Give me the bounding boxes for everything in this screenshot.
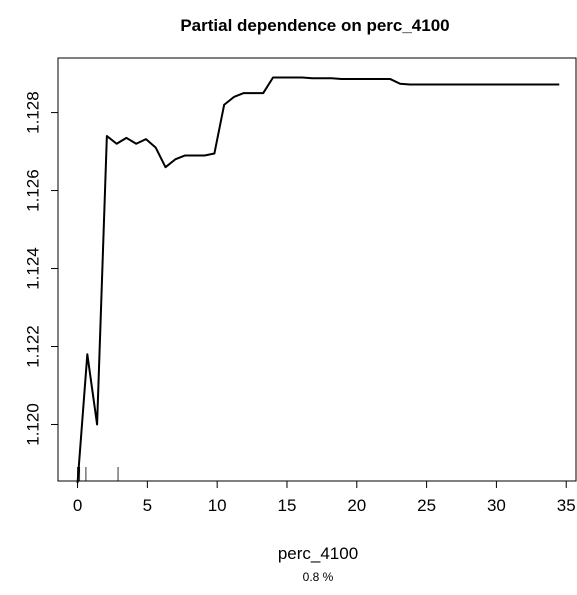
x-tick-label: 20 [347,496,366,515]
x-tick-label: 35 [557,496,576,515]
series-layer [76,76,560,484]
x-axis-subtitle: 0.8 % [303,570,334,584]
x-axis-label: perc_4100 [278,544,358,563]
y-tick-label: 1.126 [23,169,42,212]
x-tick-label: 15 [278,496,297,515]
x-axis: 0 5 10 15 20 25 30 35 [73,480,576,515]
x-tick-label: 0 [73,496,82,515]
partial-dependence-line [76,76,560,484]
x-tick-label: 25 [417,496,436,515]
x-tick-label: 10 [208,496,227,515]
plot-frame [57,57,577,482]
y-tick-label: 1.124 [23,247,42,290]
x-tick-label: 30 [487,496,506,515]
y-axis: 1.120 1.122 1.124 1.126 1.128 [23,91,59,446]
y-tick-label: 1.122 [23,325,42,368]
x-tick-label: 5 [143,496,152,515]
chart-title: Partial dependence on perc_4100 [180,16,449,35]
y-tick-label: 1.120 [23,403,42,446]
rug-marks [77,467,119,481]
y-tick-label: 1.128 [23,91,42,134]
